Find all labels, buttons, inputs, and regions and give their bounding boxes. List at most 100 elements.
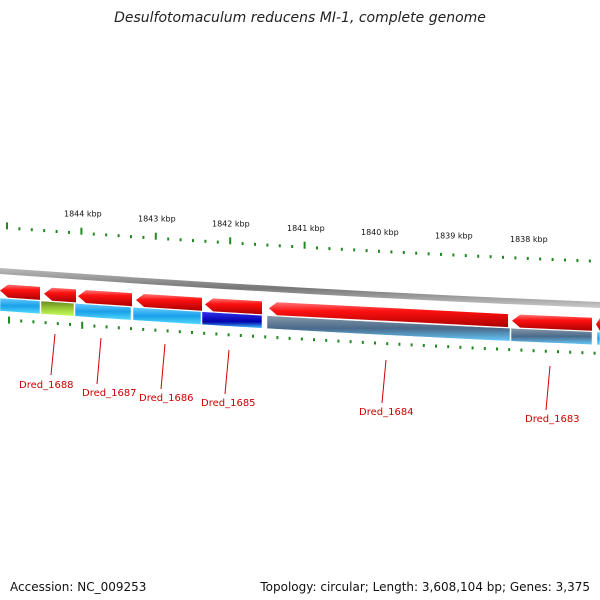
ruler-minor-tick <box>278 244 281 248</box>
ruler-minor-tick <box>365 249 368 253</box>
ruler-minor-tick <box>328 247 331 251</box>
gene-label[interactable]: Dred_1688 <box>19 380 74 391</box>
lower-minor-tick <box>178 330 181 334</box>
cds-arrow <box>136 294 202 311</box>
ruler-label: 1840 kbp <box>361 228 399 237</box>
ruler-major-tick <box>80 227 83 235</box>
gene-label[interactable]: Dred_1685 <box>201 398 256 409</box>
lower-minor-tick <box>130 327 132 331</box>
accession-text: Accession: NC_009253 <box>10 580 147 594</box>
lower-minor-tick <box>483 347 486 350</box>
ruler-minor-tick <box>179 238 182 242</box>
lower-minor-tick <box>20 319 23 323</box>
ruler-minor-tick <box>266 243 269 247</box>
gene-leader-line <box>50 333 56 376</box>
cds-arrow <box>0 284 40 300</box>
lower-minor-tick <box>471 346 474 350</box>
ruler-label: 1843 kbp <box>138 215 176 224</box>
lower-minor-tick <box>105 325 108 329</box>
ruler-minor-tick <box>415 251 418 255</box>
cds-arrow <box>596 318 600 331</box>
lower-minor-tick <box>349 340 352 344</box>
cds-arrow <box>205 298 262 315</box>
ruler-minor-tick <box>452 253 455 257</box>
ruler-minor-tick <box>440 252 442 256</box>
lower-minor-tick <box>593 351 596 355</box>
ruler-minor-tick <box>526 256 529 260</box>
lower-minor-tick <box>32 320 35 324</box>
gene-leader-line <box>381 359 387 404</box>
cds-arrow <box>512 314 592 331</box>
ruler-minor-tick <box>55 230 58 233</box>
ruler-label: 1844 kbp <box>64 210 102 219</box>
lower-minor-tick <box>544 349 547 353</box>
ruler-minor-tick <box>18 227 21 231</box>
ruler-minor-tick <box>216 240 219 244</box>
ruler-label: 1838 kbp <box>510 235 548 244</box>
ruler-minor-tick <box>241 242 244 246</box>
ruler-minor-tick <box>142 235 145 239</box>
feature-track-segment <box>201 311 263 329</box>
lower-minor-tick <box>386 342 389 346</box>
lower-minor-tick <box>252 334 254 338</box>
lower-minor-tick <box>520 348 523 352</box>
lower-minor-tick <box>264 335 267 339</box>
lower-minor-tick <box>313 338 315 342</box>
cds-arrow <box>44 287 76 303</box>
lower-minor-tick <box>166 329 169 333</box>
lower-minor-tick <box>215 332 218 336</box>
ruler-minor-tick <box>43 229 46 233</box>
lower-minor-tick <box>154 328 157 332</box>
lower-minor-tick <box>300 337 303 341</box>
ruler-minor-tick <box>192 239 194 243</box>
lower-minor-tick <box>239 334 242 337</box>
ruler-label: 1841 kbp <box>287 224 325 233</box>
lower-minor-tick <box>56 322 59 326</box>
lower-minor-tick <box>557 350 559 354</box>
lower-minor-tick <box>203 331 206 335</box>
lower-minor-tick <box>410 343 413 347</box>
gene-leader-line <box>224 349 230 395</box>
ruler-minor-tick <box>477 254 480 258</box>
lower-minor-tick <box>374 341 376 345</box>
gene-label[interactable]: Dred_1687 <box>82 388 137 399</box>
backbone-ring <box>0 268 600 308</box>
cds-arrow <box>78 290 132 307</box>
ruler-minor-tick <box>514 256 517 260</box>
ruler-minor-tick <box>291 245 294 248</box>
lower-minor-tick <box>422 344 425 347</box>
page-title: Desulfotomaculum reducens MI-1, complete… <box>114 10 486 26</box>
ruler-minor-tick <box>92 232 95 236</box>
lower-minor-tick <box>337 339 340 343</box>
ruler-minor-tick <box>402 251 405 254</box>
ruler-minor-tick <box>254 242 256 246</box>
gene-label[interactable]: Dred_1684 <box>359 407 414 418</box>
ruler-minor-tick <box>105 233 108 237</box>
gene-label[interactable]: Dred_1686 <box>139 393 194 404</box>
lower-major-tick <box>81 321 84 329</box>
ruler-minor-tick <box>316 246 318 250</box>
ruler-label: 1842 kbp <box>212 219 250 228</box>
ruler-minor-tick <box>539 257 542 261</box>
ruler-minor-tick <box>489 255 492 259</box>
gene-label[interactable]: Dred_1683 <box>525 414 580 425</box>
lower-minor-tick <box>44 321 47 325</box>
gene-leader-line <box>160 343 166 390</box>
lower-minor-tick <box>435 344 437 348</box>
lower-minor-tick <box>93 324 96 328</box>
ruler-minor-tick <box>588 259 591 263</box>
ruler-minor-tick <box>167 237 170 241</box>
cds-arrow <box>269 302 508 328</box>
lower-minor-tick <box>496 347 498 351</box>
ruler-minor-tick <box>564 258 566 262</box>
feature-track-segment <box>0 297 41 315</box>
lower-major-tick <box>8 316 10 324</box>
lower-minor-tick <box>69 322 71 326</box>
ruler-minor-tick <box>390 250 393 254</box>
ruler-major-tick <box>154 232 157 240</box>
gene-leader-line <box>96 337 102 385</box>
lower-minor-tick <box>532 349 535 353</box>
feature-track-segment <box>40 300 75 317</box>
ruler-minor-tick <box>427 252 430 256</box>
ruler-major-tick <box>229 237 232 245</box>
